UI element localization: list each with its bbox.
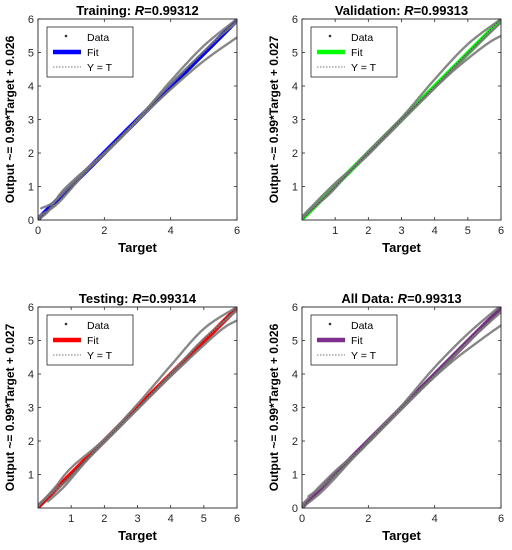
y-axis-label: Output ~= 0.99*Target + 0.026 [3, 35, 17, 203]
y-tick-label: 3 [292, 115, 298, 127]
x-tick-label: 4 [168, 513, 174, 525]
y-tick-label: 5 [292, 336, 298, 348]
x-tick-label: 3 [398, 225, 404, 237]
x-tick-label: 2 [101, 225, 107, 237]
legend: Data Fit Y = T [46, 314, 134, 366]
y-axis-label: Output ~= 0.99*Target + 0.026 [267, 323, 281, 491]
y-tick-label: 5 [28, 336, 34, 348]
x-axis-label: Target [118, 240, 157, 255]
legend-label: Fit [351, 335, 363, 347]
legend-label: Y = T [351, 350, 377, 362]
legend-data-marker [328, 34, 332, 38]
legend-label: Fit [87, 47, 99, 59]
x-tick-label: 4 [168, 225, 174, 237]
identity-line [38, 19, 237, 220]
y-axis-label: Output ~= 0.99*Target + 0.027 [3, 323, 17, 491]
y-tick-label: 3 [28, 115, 34, 127]
y-tick-label: 5 [28, 48, 34, 60]
y-tick-label: 6 [292, 302, 298, 314]
legend-label: Data [351, 32, 373, 44]
legend-data-marker [64, 34, 68, 38]
x-tick-label: 6 [498, 225, 504, 237]
y-tick-label: 4 [292, 81, 298, 93]
legend: Data Fit Y = T [46, 26, 134, 78]
x-tick-label: 3 [134, 513, 140, 525]
regression-panel: 0 2 4 6 0 1 2 3 4 5 6 All Data: R=0.99313 Target Outp… [267, 291, 504, 543]
legend-data-marker [328, 322, 332, 326]
regression-panel: 1 2 3 4 5 6 1 2 3 4 5 6 Testing: R=0.99314 Target Outp… [3, 291, 240, 543]
data-points [307, 34, 501, 212]
x-tick-label: 1 [68, 513, 74, 525]
legend-label: Y = T [87, 350, 113, 362]
y-tick-label: 6 [292, 14, 298, 26]
y-axis-label: Output ~= 0.99*Target + 0.027 [267, 35, 281, 203]
y-tick-label: 5 [292, 48, 298, 60]
chart-title: All Data: R=0.99313 [341, 291, 461, 306]
identity-line [302, 19, 501, 220]
y-tick-label: 4 [28, 81, 34, 93]
y-tick-label: 0 [292, 503, 298, 515]
x-tick-label: 5 [465, 225, 471, 237]
y-tick-label: 2 [28, 148, 34, 160]
legend-label: Data [351, 320, 373, 332]
y-tick-label: 0 [28, 215, 34, 227]
legend-label: Fit [351, 47, 363, 59]
x-tick-label: 2 [365, 225, 371, 237]
legend-label: Data [87, 32, 109, 44]
y-tick-label: 6 [28, 14, 34, 26]
x-axis-label: Target [382, 528, 421, 543]
y-tick-label: 1 [292, 182, 298, 194]
data-points [302, 307, 501, 508]
y-tick-label: 1 [28, 182, 34, 194]
x-axis-label: Target [382, 240, 421, 255]
identity-line [302, 307, 501, 508]
legend: Data Fit Y = T [310, 26, 398, 78]
x-tick-label: 6 [234, 513, 240, 525]
x-tick-label: 2 [365, 513, 371, 525]
legend-label: Fit [87, 335, 99, 347]
y-tick-label: 3 [28, 403, 34, 415]
y-tick-label: 1 [28, 470, 34, 482]
y-tick-label: 3 [292, 403, 298, 415]
chart-title: Testing: R=0.99314 [79, 291, 197, 306]
x-axis-label: Target [118, 528, 157, 543]
x-tick-label: 0 [35, 225, 41, 237]
legend: Data Fit Y = T [310, 314, 398, 366]
x-tick-label: 6 [498, 513, 504, 525]
y-tick-label: 4 [28, 369, 34, 381]
legend-label: Data [87, 320, 109, 332]
y-tick-label: 6 [28, 302, 34, 314]
legend-label: Y = T [351, 62, 377, 74]
y-tick-label: 4 [292, 369, 298, 381]
regression-panel: 1 2 3 4 5 6 1 2 3 4 5 6 Validation: R=0.99313 Target O… [267, 3, 504, 255]
legend-data-marker [64, 322, 68, 326]
y-tick-label: 1 [292, 470, 298, 482]
x-tick-label: 4 [432, 513, 438, 525]
data-points [38, 307, 237, 508]
x-tick-label: 1 [332, 225, 338, 237]
legend-label: Y = T [87, 62, 113, 74]
x-tick-label: 5 [201, 513, 207, 525]
identity-line [38, 307, 237, 508]
x-tick-label: 2 [101, 513, 107, 525]
data-points [38, 309, 237, 506]
chart-title: Validation: R=0.99313 [335, 3, 468, 18]
chart-title: Training: R=0.99312 [76, 3, 198, 18]
x-tick-label: 4 [432, 225, 438, 237]
y-tick-label: 2 [292, 148, 298, 160]
regression-panel: 0 2 4 6 0 1 2 3 4 5 6 Training: R=0.99312 Target Outp… [3, 3, 240, 255]
x-tick-label: 0 [299, 513, 305, 525]
y-tick-label: 2 [292, 436, 298, 448]
x-tick-label: 6 [234, 225, 240, 237]
data-points [302, 310, 501, 506]
y-tick-label: 2 [28, 436, 34, 448]
